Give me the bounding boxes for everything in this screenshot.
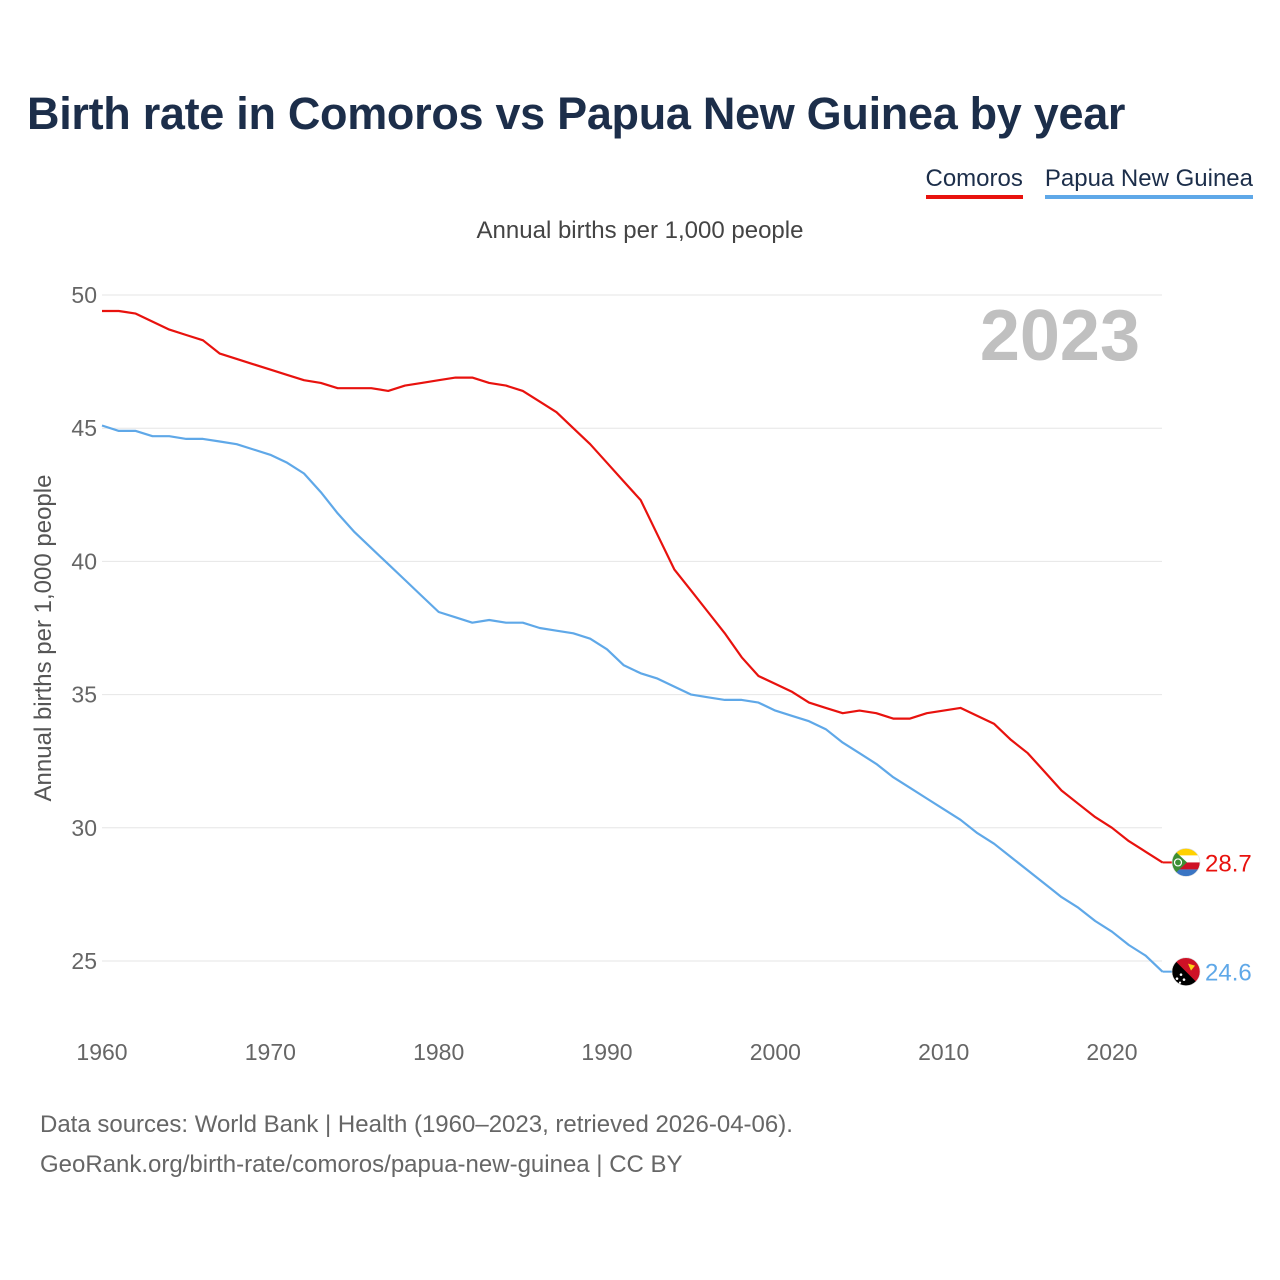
x-tick-label-2000: 2000 bbox=[750, 1039, 801, 1065]
end-value-label-comoros: 28.7 bbox=[1205, 850, 1252, 877]
legend: Comoros Papua New Guinea bbox=[925, 165, 1253, 199]
x-tick-label-1970: 1970 bbox=[245, 1039, 296, 1065]
y-tick-label-25: 25 bbox=[71, 948, 97, 974]
y-tick-label-40: 40 bbox=[71, 548, 97, 574]
comoros-flag-icon bbox=[1171, 848, 1201, 877]
chart-subtitle: Annual births per 1,000 people bbox=[476, 217, 804, 244]
y-axis-label: Annual births per 1,000 people bbox=[30, 475, 57, 802]
x-tick-label-1990: 1990 bbox=[581, 1039, 632, 1065]
data-source: Data sources: World Bank | Health (1960–… bbox=[40, 1105, 793, 1185]
year-watermark: 2023 bbox=[980, 296, 1140, 376]
series-line-papua-new-guinea[interactable] bbox=[101, 424, 1164, 973]
png-flag-icon bbox=[1171, 957, 1201, 986]
legend-item-comoros[interactable]: Comoros bbox=[925, 165, 1023, 199]
y-tick-label-50: 50 bbox=[71, 282, 97, 308]
x-tick-label-2020: 2020 bbox=[1086, 1039, 1137, 1065]
y-tick-label-35: 35 bbox=[71, 682, 97, 708]
source-line-2[interactable]: GeoRank.org/birth-rate/comoros/papua-new… bbox=[40, 1151, 683, 1178]
series-line-comoros[interactable] bbox=[102, 309, 1164, 864]
end-value-label-papua-new-guinea: 24.6 bbox=[1205, 960, 1252, 987]
x-tick-label-2010: 2010 bbox=[918, 1039, 969, 1065]
legend-item-papua-new-guinea[interactable]: Papua New Guinea bbox=[1044, 165, 1253, 199]
chart-title: Birth rate in Comoros vs Papua New Guine… bbox=[27, 88, 1126, 139]
source-line-1: Data sources: World Bank | Health (1960–… bbox=[40, 1111, 793, 1138]
y-tick-label-30: 30 bbox=[71, 815, 97, 841]
x-tick-label-1960: 1960 bbox=[76, 1039, 127, 1065]
x-tick-label-1980: 1980 bbox=[413, 1039, 464, 1065]
y-tick-label-45: 45 bbox=[71, 415, 97, 441]
